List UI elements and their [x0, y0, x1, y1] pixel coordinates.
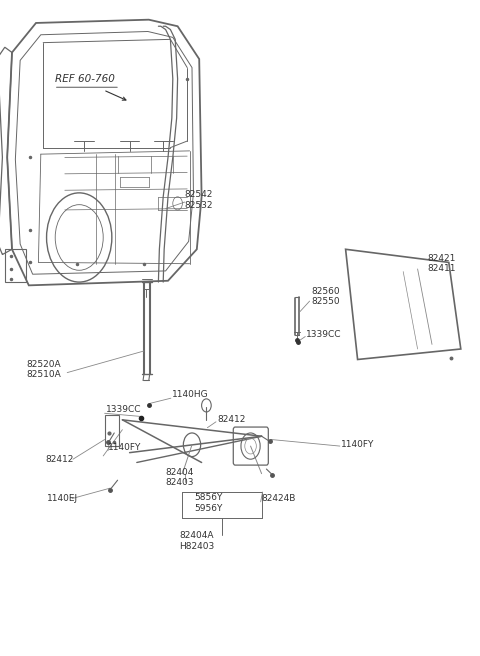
- Text: 1339CC: 1339CC: [306, 330, 342, 339]
- Text: 82404A
H82403: 82404A H82403: [179, 531, 215, 551]
- Text: 82421
82411: 82421 82411: [427, 254, 456, 274]
- Text: 1339CC: 1339CC: [106, 405, 141, 415]
- Text: 82542
82532: 82542 82532: [185, 190, 213, 210]
- Text: 1140FY: 1140FY: [341, 440, 374, 449]
- Text: 82424B: 82424B: [262, 494, 296, 503]
- Bar: [105, 415, 119, 446]
- Text: 82560
82550: 82560 82550: [311, 287, 340, 306]
- Text: 82520A
82510A: 82520A 82510A: [26, 359, 61, 379]
- Text: 1140FY: 1140FY: [108, 443, 142, 452]
- Text: REF 60-760: REF 60-760: [55, 73, 115, 84]
- Text: 82412: 82412: [46, 455, 74, 464]
- Text: 5856Y
5956Y: 5856Y 5956Y: [194, 493, 223, 513]
- Text: 1140EJ: 1140EJ: [47, 494, 78, 503]
- Text: 1140HG: 1140HG: [172, 390, 208, 400]
- Text: 82412: 82412: [217, 415, 245, 424]
- Text: 82404
82403: 82404 82403: [166, 468, 194, 487]
